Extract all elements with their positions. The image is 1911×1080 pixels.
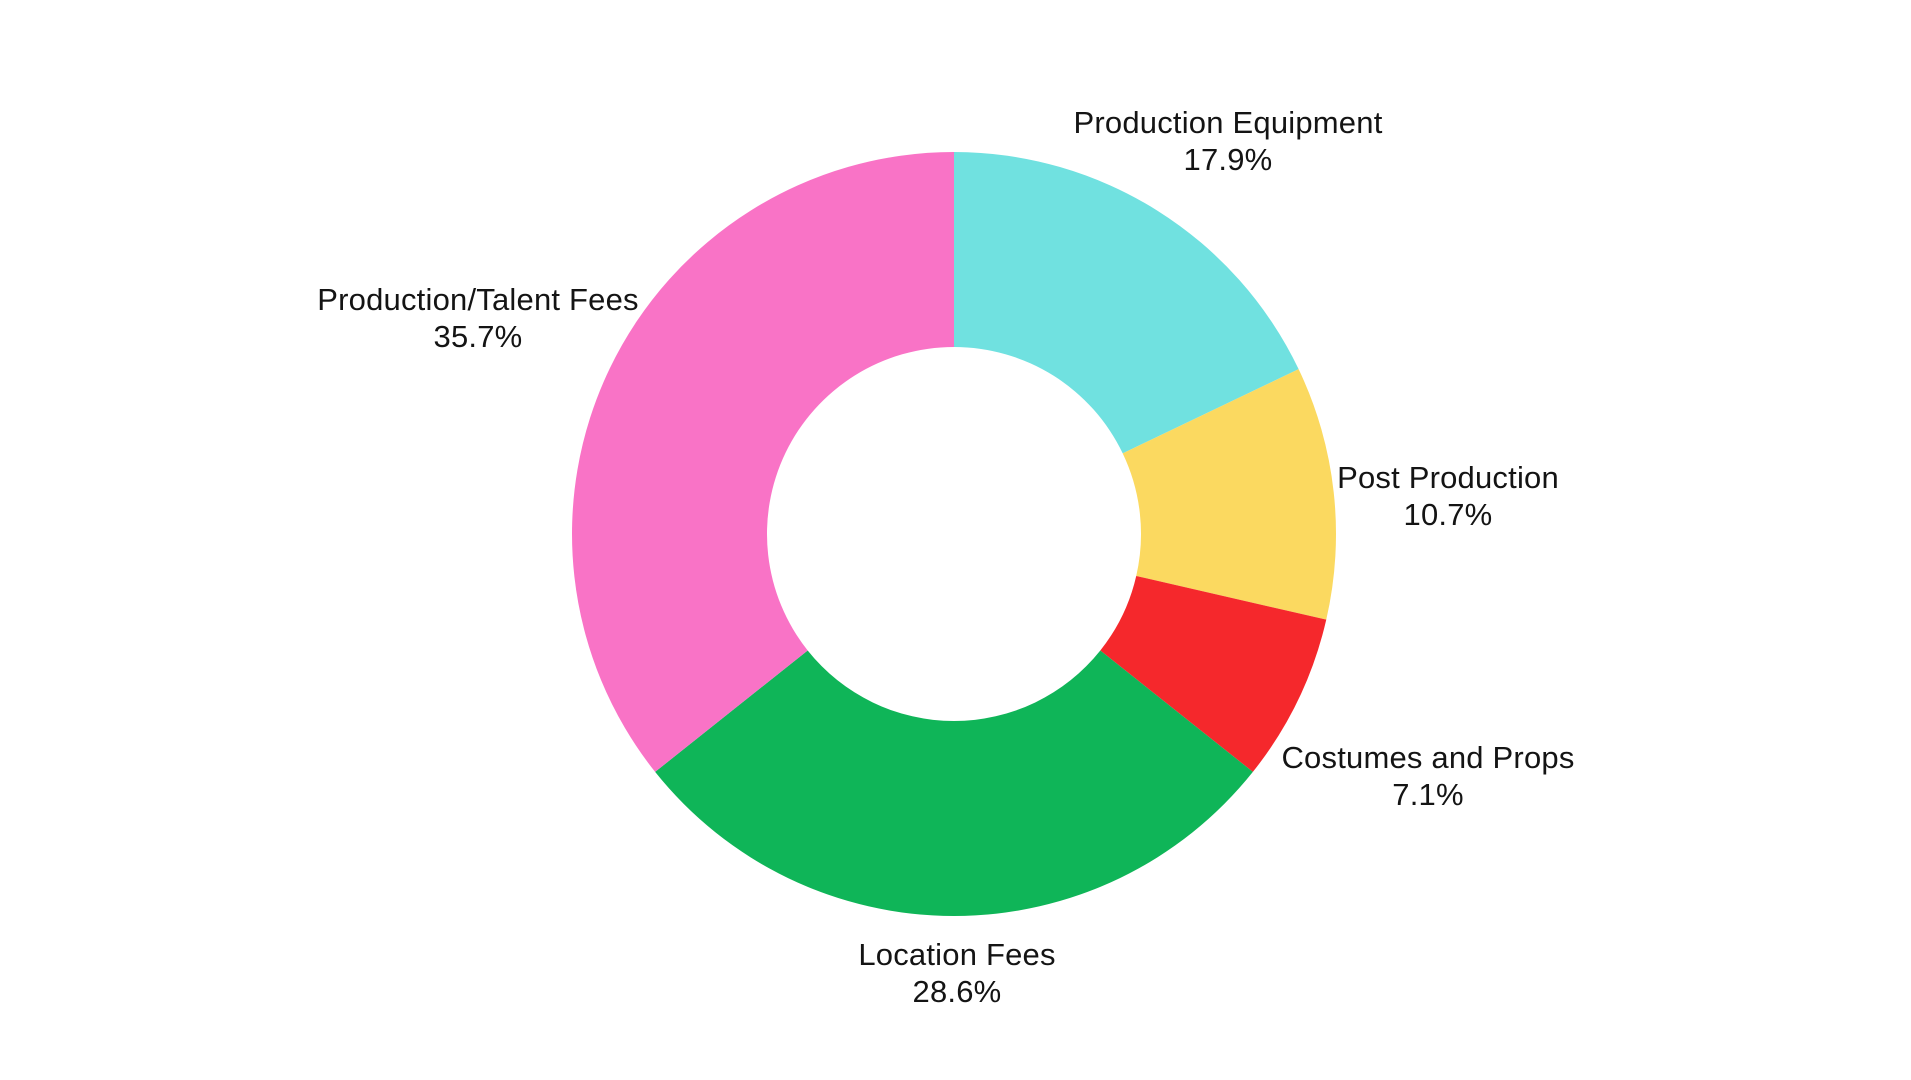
slice-label-text: Post Production: [1337, 460, 1559, 495]
slice-label-production-equipment: Production Equipment 17.9%: [1073, 104, 1382, 178]
slice-label-post-production: Post Production 10.7%: [1337, 459, 1559, 533]
slice-label-location-fees: Location Fees 28.6%: [858, 936, 1055, 1010]
slice-label-text: Location Fees: [858, 937, 1056, 972]
slice-production-talent-fees: [572, 152, 954, 772]
slice-label-text: Production Equipment: [1073, 105, 1383, 140]
slice-label-production-talent-fees: Production/Talent Fees 35.7%: [317, 281, 638, 355]
slice-percent-text: 28.6%: [912, 974, 1002, 1009]
slice-percent-text: 35.7%: [433, 319, 523, 354]
slice-location-fees: [655, 650, 1253, 916]
slice-label-costumes-and-props: Costumes and Props 7.1%: [1281, 739, 1574, 813]
slice-label-text: Production/Talent Fees: [317, 282, 639, 317]
slice-percent-text: 17.9%: [1183, 142, 1273, 177]
slice-costumes-and-props: [1100, 575, 1327, 772]
slice-percent-text: 7.1%: [1392, 777, 1464, 812]
slice-post-production: [1122, 369, 1337, 620]
slice-percent-text: 10.7%: [1403, 497, 1493, 532]
slice-production-equipment: [954, 152, 1299, 454]
slice-label-text: Costumes and Props: [1281, 740, 1575, 775]
